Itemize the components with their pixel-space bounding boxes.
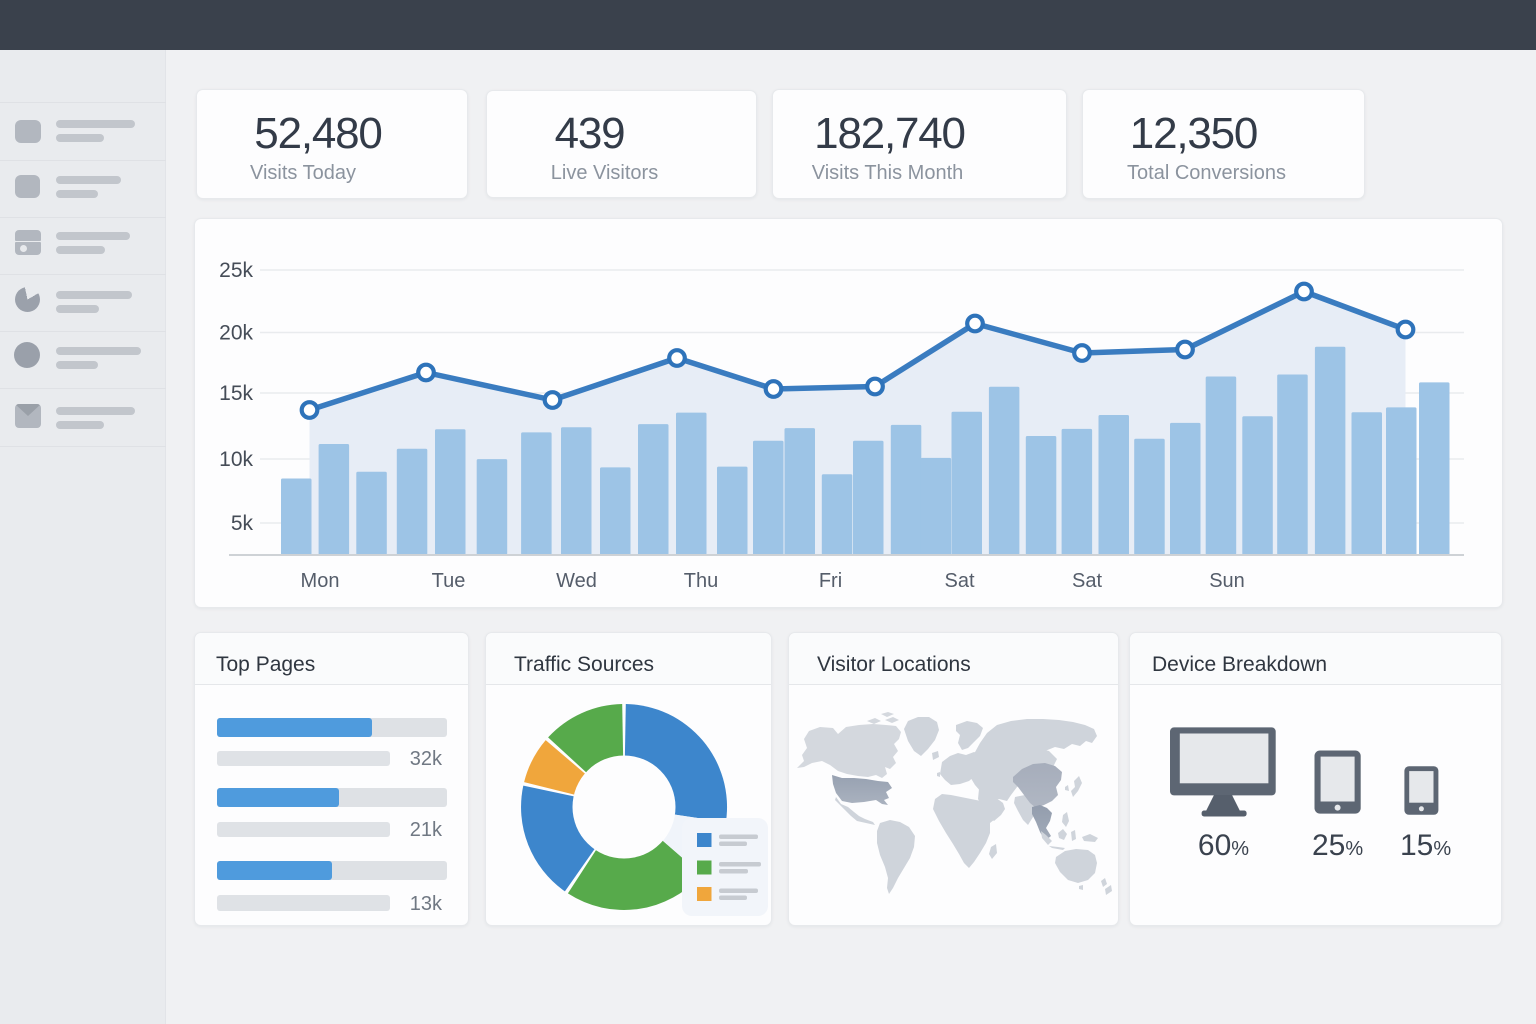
svg-text:20k: 20k: [219, 322, 253, 345]
svg-text:5k: 5k: [231, 512, 254, 535]
svg-text:25k: 25k: [219, 259, 253, 282]
svg-text:Sat: Sat: [944, 570, 974, 592]
svg-text:15k: 15k: [219, 382, 253, 405]
svg-text:Fri: Fri: [819, 570, 842, 592]
svg-text:Wed: Wed: [556, 570, 597, 592]
svg-text:Sat: Sat: [1072, 570, 1102, 592]
svg-text:15%: 15%: [1400, 829, 1451, 862]
svg-text:25%: 25%: [1312, 829, 1363, 862]
svg-text:10k: 10k: [219, 448, 253, 471]
svg-text:Mon: Mon: [301, 570, 340, 592]
svg-text:60%: 60%: [1198, 829, 1249, 862]
svg-text:Thu: Thu: [684, 570, 718, 592]
svg-text:Tue: Tue: [432, 570, 466, 592]
svg-text:Sun: Sun: [1209, 570, 1245, 592]
